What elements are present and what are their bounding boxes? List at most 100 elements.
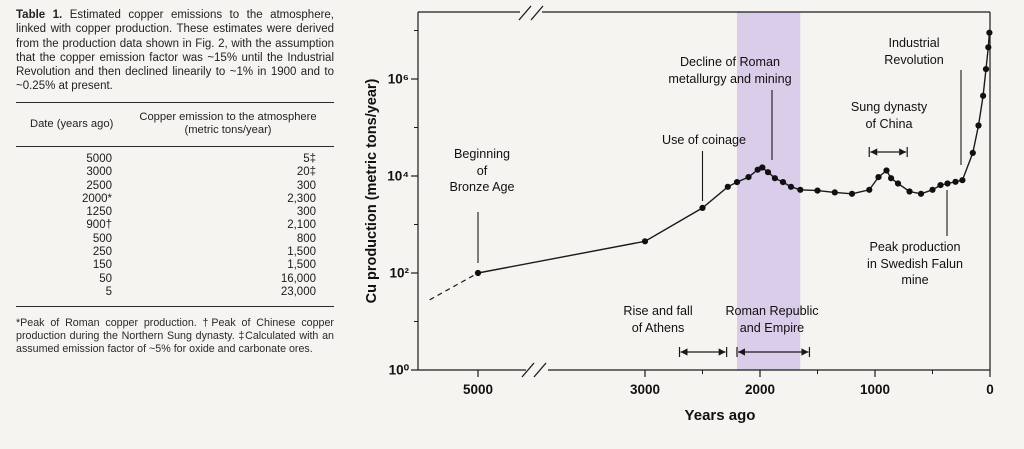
y-axis-label: Cu production (metric tons/year) (364, 78, 380, 304)
data-point (894, 180, 902, 187)
data-point (733, 179, 741, 186)
table-body: 5000 5‡ 3000 20‡ 2500 300 2000* 2,300 1250 300 900… (16, 147, 334, 308)
data-point (814, 187, 821, 194)
svg-text:3000: 3000 (630, 382, 660, 397)
data-point (888, 175, 895, 182)
date-cell: 1250 (86, 206, 112, 219)
data-point (831, 189, 838, 196)
annotation-athens: Rise and fall of Athens (623, 304, 693, 335)
emission-cell: 2,300 (287, 192, 316, 205)
table-row: 500 800 (16, 233, 334, 246)
data-point (745, 174, 752, 181)
svg-text:0: 0 (986, 382, 994, 397)
plot-frame (417, 5, 991, 378)
data-point (848, 190, 856, 197)
table-row: 3000 20‡ (16, 166, 334, 179)
table-caption: Table 1. Estimated copper emissions to t… (16, 8, 334, 94)
date-cell: 250 (92, 246, 112, 259)
series-line (477, 32, 991, 274)
x-axis-label: Years ago (684, 407, 756, 424)
column-header-emission: Copper emission to the atmosphere (metri… (139, 110, 317, 137)
date-cell: 5000 (86, 152, 112, 165)
table-row: 5000 5‡ (16, 153, 334, 166)
annotation-pointers (477, 70, 962, 357)
emission-cell: 2,100 (287, 219, 316, 232)
table-footnotes: *Peak of Roman copper production. †Peak … (16, 317, 334, 356)
data-point (641, 238, 649, 245)
data-point (959, 177, 966, 184)
data-point (969, 149, 976, 156)
date-cell: 3000 (86, 166, 112, 179)
table-row: 2000* 2,300 (16, 193, 334, 206)
emission-cell: 5‡ (303, 152, 316, 165)
data-point (883, 167, 890, 174)
roman-period-band (737, 12, 801, 370)
date-cell: 2500 (86, 179, 112, 192)
data-point (759, 164, 766, 171)
data-point (944, 180, 951, 187)
data-point (779, 179, 787, 186)
table-row: 150 1,500 (16, 259, 334, 272)
data-point (699, 204, 706, 211)
data-point (875, 174, 882, 181)
date-cell: 150 (92, 259, 112, 272)
emission-cell: 16,000 (280, 272, 316, 285)
copper-production-chart: 5000 3000 2000 1000 0 10⁰ 10² 10⁴ 10⁶ (387, 5, 994, 398)
annotation-sung-dynasty: Sung dynasty of China (850, 100, 928, 131)
cu-production-series (429, 29, 993, 301)
data-point (917, 190, 925, 197)
annotation-bronze-age: Beginning of Bronze Age (449, 147, 515, 194)
date-cell: 5 (105, 285, 112, 298)
data-point (906, 188, 913, 195)
data-point (985, 44, 992, 51)
svg-text:10⁰: 10⁰ (389, 363, 410, 378)
annotation-use-of-coinage: Use of coinage (661, 133, 747, 147)
svg-text:10⁶: 10⁶ (388, 72, 409, 87)
copper-production-figure: 5000 3000 2000 1000 0 10⁰ 10² 10⁴ 10⁶ Beginning … (352, 0, 1024, 449)
table-row: 2500 300 (16, 180, 334, 193)
table-caption-text: Estimated copper emissions to the atmosp… (16, 9, 335, 93)
axis-tick-labels: 5000 3000 2000 1000 0 10⁰ 10² 10⁴ 10⁶ (387, 72, 993, 398)
column-header-date: Date (years ago) (30, 117, 114, 130)
data-point (929, 186, 936, 193)
data-point (982, 66, 990, 73)
date-cell: 900† (86, 219, 112, 232)
data-point (952, 178, 959, 185)
date-cell: 500 (92, 232, 112, 245)
date-cell: 50 (99, 272, 112, 285)
emission-cell: 1,500 (287, 259, 316, 272)
data-point (975, 122, 982, 129)
table-row: 900† 2,100 (16, 219, 334, 232)
svg-text:10²: 10² (389, 266, 409, 281)
emission-cell: 300 (296, 179, 316, 192)
annotation-industrial-revolution: Industrial Revolution (884, 36, 944, 67)
table-row: 50 16,000 (16, 273, 334, 286)
emission-cell: 20‡ (296, 166, 316, 179)
svg-text:5000: 5000 (463, 382, 493, 397)
table-1: Table 1. Estimated copper emissions to t… (16, 8, 334, 357)
data-point (724, 183, 731, 190)
annotation-roman-republic: Roman Republic and Empire (725, 304, 819, 335)
emission-cell: 1,500 (287, 246, 316, 259)
svg-text:2000: 2000 (745, 382, 775, 397)
svg-text:1000: 1000 (860, 382, 890, 397)
table-row: 5 23,000 (16, 286, 334, 299)
table-header: Date (years ago) Copper emission to the … (16, 101, 334, 147)
axis-ticks (411, 30, 991, 377)
annotation-falun-mine: Peak production in Swedish Falun mine (867, 240, 963, 287)
emission-cell: 300 (296, 206, 316, 219)
data-point (764, 169, 772, 176)
table-caption-label: Table 1. (16, 9, 63, 21)
data-point (474, 269, 482, 277)
data-point (771, 175, 778, 182)
data-point (937, 182, 944, 189)
annotation-roman-decline: Decline of Roman metallurgy and mining (668, 55, 792, 86)
table-row: 250 1,500 (16, 246, 334, 259)
date-cell: 2000* (81, 192, 112, 205)
data-point (797, 186, 804, 193)
data-point (754, 166, 761, 173)
emission-cell: 800 (296, 232, 316, 245)
emission-cell: 23,000 (280, 285, 316, 298)
data-point (980, 92, 987, 99)
